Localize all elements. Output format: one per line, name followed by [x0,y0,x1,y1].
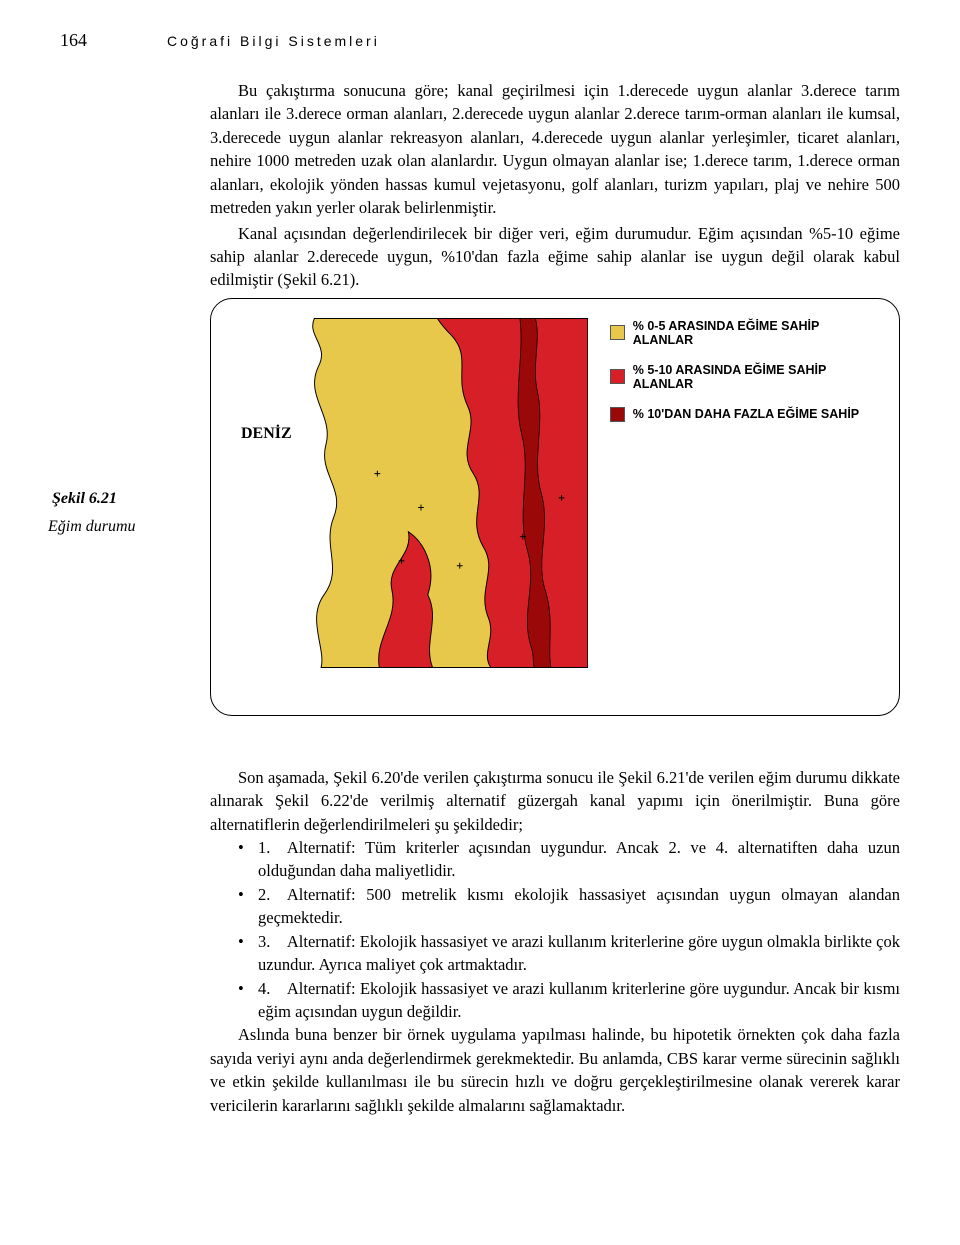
legend-swatch-0 [610,325,625,340]
chapter-title: Coğrafi Bilgi Sistemleri [167,33,380,49]
figure-container: DENİZ % 0-5 ARASINDA EĞİME SAHİP ALANLAR… [210,298,900,716]
figure-label: Şekil 6.21 [48,490,168,508]
alternative-1: 1. Alternatif: Tüm kriterler açısından u… [238,836,900,883]
paragraph-1: Bu çakıştırma sonucuna göre; kanal geçir… [210,79,900,220]
lower-body-text: Son aşamada, Şekil 6.20'de verilen çakış… [210,766,900,1117]
page-number: 164 [60,30,87,51]
legend-swatch-1 [610,369,625,384]
legend-text-2: % 10'DAN DAHA FAZLA EĞİME SAHİP [633,407,859,421]
alternative-2: 2. Alternatif: 500 metrelik kısmı ekoloj… [238,883,900,930]
legend-item-1: % 5-10 ARASINDA EĞİME SAHİP ALANLAR [610,363,881,391]
page-header: 164 Coğrafi Bilgi Sistemleri [60,30,900,51]
alternative-4: 4. Alternatif: Ekolojik hassasiyet ve ar… [238,977,900,1024]
legend-text-1: % 5-10 ARASINDA EĞİME SAHİP ALANLAR [633,363,881,391]
paragraph-4: Aslında buna benzer bir örnek uygulama y… [210,1023,900,1117]
legend-text-0: % 0-5 ARASINDA EĞİME SAHİP ALANLAR [633,319,881,347]
legend-item-0: % 0-5 ARASINDA EĞİME SAHİP ALANLAR [610,319,881,347]
paragraph-2: Kanal açısından değerlendirilecek bir di… [210,222,900,292]
upper-body-text: Bu çakıştırma sonucuna göre; kanal geçir… [210,79,900,292]
figure-label-box: Şekil 6.21 Eğim durumu [48,490,168,536]
legend-item-2: % 10'DAN DAHA FAZLA EĞİME SAHİP [610,407,881,422]
map-svg [229,313,588,673]
alternative-3: 3. Alternatif: Ekolojik hassasiyet ve ar… [238,930,900,977]
legend-swatch-2 [610,407,625,422]
slope-map: DENİZ [229,313,588,673]
paragraph-3: Son aşamada, Şekil 6.20'de verilen çakış… [210,766,900,836]
alternatives-list: 1. Alternatif: Tüm kriterler açısından u… [210,836,900,1023]
map-legend: % 0-5 ARASINDA EĞİME SAHİP ALANLAR % 5-1… [610,313,881,693]
figure-caption: Eğim durumu [48,518,168,536]
sea-label: DENİZ [241,425,292,443]
